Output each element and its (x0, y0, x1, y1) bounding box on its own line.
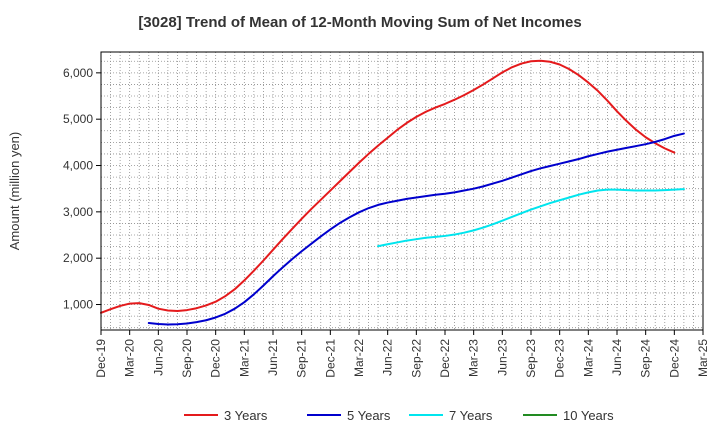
legend-label: 7 Years (449, 408, 493, 423)
x-tick-label: Sep-22 (409, 339, 423, 378)
series-line-3-years (100, 59, 676, 314)
x-tick-label: Dec-19 (94, 339, 108, 378)
x-tick-label: Sep-21 (295, 339, 309, 378)
legend: 3 Years 5 Years 7 Years 10 Years (184, 408, 614, 423)
x-tick-label: Mar-20 (123, 339, 137, 377)
x-tick-label: Sep-23 (524, 339, 538, 378)
x-tick-label: Dec-23 (553, 339, 567, 378)
x-tick-label: Jun-21 (266, 339, 280, 376)
y-tick-label: 4,000 (63, 159, 93, 173)
x-tick-label: Dec-22 (438, 339, 452, 378)
x-tick-label: Dec-20 (209, 339, 223, 378)
plot-area (101, 52, 703, 330)
x-tick-label: Mar-24 (581, 339, 595, 377)
series-line-7-years (377, 188, 685, 248)
y-tick-label: 6,000 (63, 66, 93, 80)
x-tick-label: Mar-25 (696, 339, 710, 377)
y-tick-label: 5,000 (63, 112, 93, 126)
y-axis: 1,000 2,000 3,000 4,000 5,000 6,000 (63, 66, 101, 312)
x-tick-label: Mar-21 (237, 339, 251, 377)
series-line-5-years (147, 132, 685, 326)
y-tick-label: 1,000 (63, 298, 93, 312)
x-tick-label: Jun-24 (610, 339, 624, 376)
y-tick-label: 2,000 (63, 251, 93, 265)
legend-label: 3 Years (224, 408, 268, 423)
x-tick-label: Jun-23 (495, 339, 509, 376)
x-tick-label: Mar-23 (467, 339, 481, 377)
y-axis-label: Amount (million yen) (7, 132, 22, 251)
x-tick-label: Sep-24 (639, 339, 653, 378)
x-tick-label: Dec-21 (323, 339, 337, 378)
x-tick-label: Jun-20 (151, 339, 165, 376)
x-tick-label: Mar-22 (352, 339, 366, 377)
chart-title: [3028] Trend of Mean of 12-Month Moving … (138, 14, 582, 31)
y-tick-label: 3,000 (63, 205, 93, 219)
x-tick-label: Jun-22 (381, 339, 395, 376)
x-axis: Dec-19 Mar-20 Jun-20 Sep-20 Dec-20 Mar-21 Jun-… (94, 330, 710, 378)
series-lines (100, 59, 685, 326)
legend-label: 10 Years (563, 408, 614, 423)
x-tick-label: Dec-24 (667, 339, 681, 378)
plot-frame (100, 51, 704, 331)
x-tick-label: Sep-20 (180, 339, 194, 378)
legend-label: 5 Years (347, 408, 391, 423)
